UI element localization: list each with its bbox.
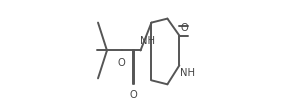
Text: O: O — [129, 90, 137, 100]
Text: O: O — [181, 23, 189, 33]
Text: O: O — [118, 58, 126, 68]
Text: NH: NH — [180, 68, 195, 78]
Text: NH: NH — [140, 36, 155, 46]
